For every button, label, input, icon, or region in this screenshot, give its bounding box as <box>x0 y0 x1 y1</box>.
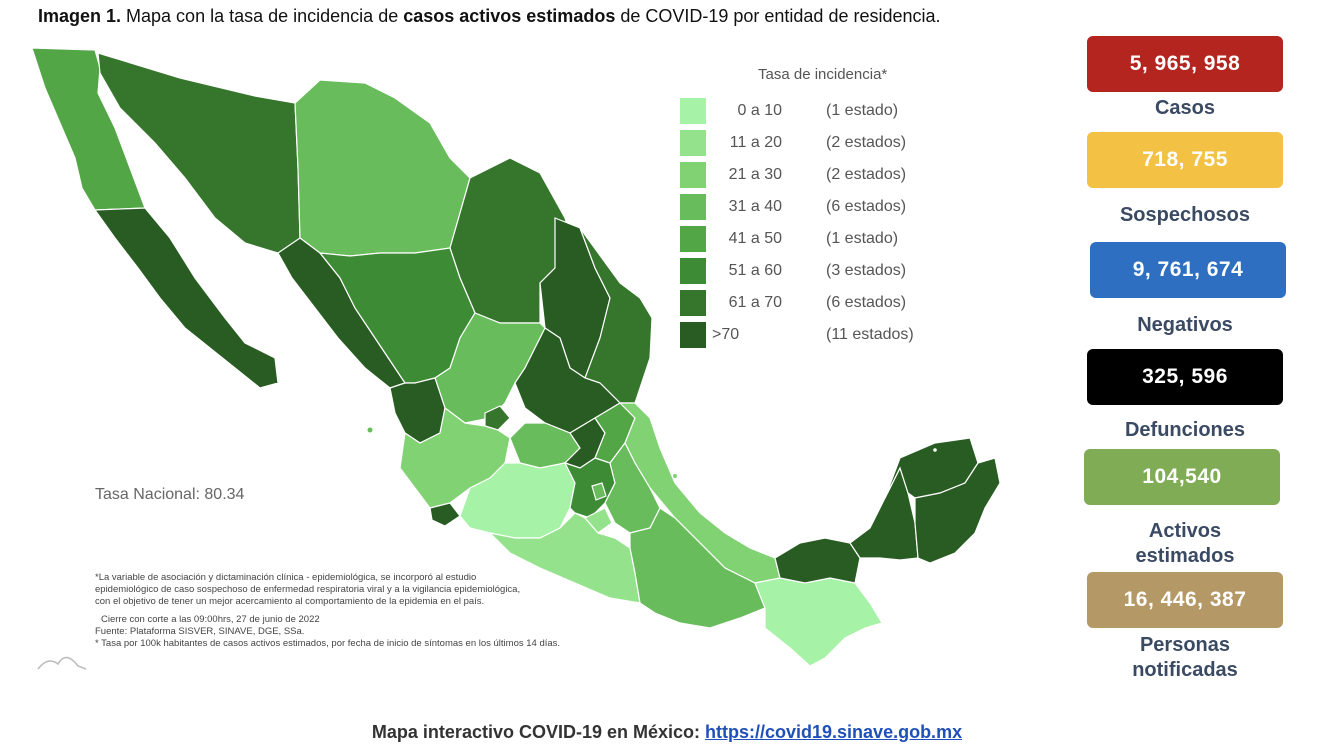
legend-swatch <box>680 258 706 284</box>
legend-swatch <box>680 130 706 156</box>
footer-text: Mapa interactivo COVID-19 en México: <box>371 722 706 742</box>
state-cdmx[interactable] <box>591 482 607 501</box>
state-jalisco[interactable] <box>399 406 511 509</box>
title-part1: Mapa con la tasa de incidencia de <box>121 6 404 26</box>
footer-link[interactable]: https://covid19.sinave.gob.mx <box>705 722 963 742</box>
stat-sospechosos-label: Sospechosos <box>1119 204 1251 226</box>
legend-range: 61 a 70 <box>728 294 782 311</box>
title-bold: casos activos estimados <box>403 6 616 26</box>
state-aguascalientes[interactable] <box>484 405 511 431</box>
island-marker <box>673 474 677 478</box>
legend-swatch <box>680 98 706 124</box>
legend-range: >70 <box>712 326 740 343</box>
legend-range: 41 a 50 <box>728 230 782 247</box>
title-part2: de COVID-19 por entidad de residencia. <box>615 6 941 26</box>
legend-count: (2 estados) <box>826 166 907 183</box>
stat-sospechosos-value: 718, 755 <box>1087 132 1283 188</box>
legend-count: (1 estado) <box>826 230 899 247</box>
note-line: con el objetivo de tener un mejor acerca… <box>95 596 485 607</box>
state-chihuahua[interactable] <box>294 79 471 257</box>
legend-count: (3 estados) <box>826 262 907 279</box>
stat-activos-label-line2: estimados <box>1135 545 1235 567</box>
state-tabasco[interactable] <box>774 537 861 584</box>
stat-activos-label-line1: Activos <box>1148 520 1222 542</box>
note-line: Fuente: Plataforma SISVER, SINAVE, DGE, … <box>95 626 305 637</box>
note-line: *La variable de asociación y dictaminaci… <box>95 572 477 583</box>
legend-range: 21 a 30 <box>728 166 782 183</box>
footnotes: *La variable de asociación y dictaminaci… <box>95 572 615 650</box>
state-quintana-roo[interactable] <box>914 457 1001 564</box>
stat-notificadas-label-line1: Personas <box>1139 634 1231 656</box>
legend-swatch <box>680 194 706 220</box>
stat-casos-label: Casos <box>1154 97 1216 119</box>
island-marker <box>367 427 373 433</box>
stat-negativos-value: 9, 761, 674 <box>1090 242 1286 298</box>
legend-row: 61 a 70 (6 estados) <box>680 290 940 316</box>
legend-range: 11 a 20 <box>729 134 782 151</box>
legend-count: (2 estados) <box>826 134 907 151</box>
legend-title: Tasa de incidencia* <box>758 66 888 83</box>
state-baja-california-sur[interactable] <box>93 207 279 389</box>
legend-row: >70 (11 estados) <box>680 322 940 348</box>
footer: Mapa interactivo COVID-19 en México: htt… <box>0 722 1334 743</box>
legend-row: 51 a 60 (3 estados) <box>680 258 940 284</box>
legend-range: 51 a 60 <box>728 262 782 279</box>
state-colima[interactable] <box>429 502 461 527</box>
legend-swatch <box>680 322 706 348</box>
legend-row: 21 a 30 (2 estados) <box>680 162 940 188</box>
stat-activos-label: Activos estimados <box>1087 519 1283 569</box>
stat-notificadas-label: Personas notificadas <box>1087 633 1283 683</box>
legend-count: (6 estados) <box>826 294 907 311</box>
legend-count: (6 estados) <box>826 198 907 215</box>
state-oaxaca[interactable] <box>629 507 766 629</box>
legend-swatch <box>680 226 706 252</box>
note-line: epidemiológico de caso sospechoso de enf… <box>95 584 521 595</box>
legend-row: 31 a 40 (6 estados) <box>680 194 940 220</box>
tasa-nacional: Tasa Nacional: 80.34 <box>95 486 245 503</box>
stat-defunciones-value: 325, 596 <box>1087 349 1283 405</box>
note-line: * Tasa por 100k habitantes de casos acti… <box>95 638 561 649</box>
legend-count: (1 estado) <box>826 102 899 119</box>
stat-activos-value: 104,540 <box>1084 449 1280 505</box>
logo-mark-icon <box>37 656 87 670</box>
legend-range: 0 a 10 <box>737 102 782 119</box>
state-chiapas[interactable] <box>754 577 883 667</box>
legend-row: 0 a 10 (1 estado) <box>680 98 940 124</box>
stat-notificadas-label-line2: notificadas <box>1132 659 1238 681</box>
stat-negativos-label: Negativos <box>1137 314 1233 336</box>
title-prefix: Imagen 1. <box>38 6 122 26</box>
stat-notificadas-value: 16, 446, 387 <box>1087 572 1283 628</box>
legend-swatch <box>680 162 706 188</box>
legend-swatch <box>680 290 706 316</box>
state-guerrero[interactable] <box>488 512 641 604</box>
stat-defunciones-label: Defunciones <box>1124 419 1246 441</box>
state-nayarit[interactable] <box>389 377 446 444</box>
legend-count: (11 estados) <box>826 326 914 343</box>
note-line: Cierre con corte a las 09:00hrs, 27 de j… <box>101 614 320 625</box>
page-title: Imagen 1. Mapa con la tasa de incidencia… <box>38 6 941 27</box>
mexico-map <box>31 47 1001 670</box>
legend-range: 31 a 40 <box>728 198 782 215</box>
legend-row: 41 a 50 (1 estado) <box>680 226 940 252</box>
stat-casos-value: 5, 965, 958 <box>1087 36 1283 92</box>
legend-row: 11 a 20 (2 estados) <box>680 130 940 156</box>
island-marker <box>933 448 937 452</box>
